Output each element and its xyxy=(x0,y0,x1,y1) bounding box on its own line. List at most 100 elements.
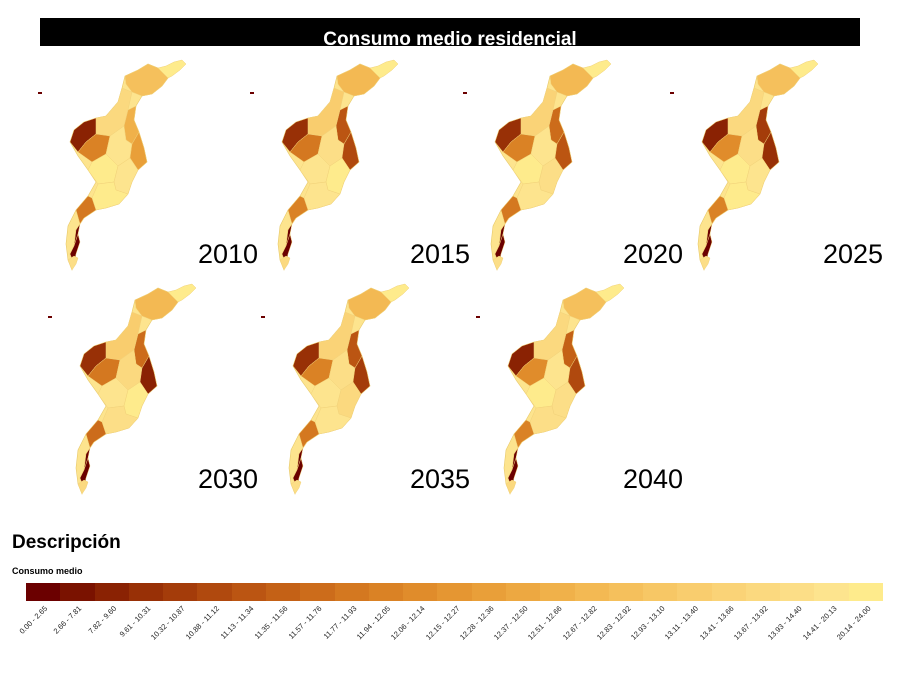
map-islet xyxy=(463,92,467,94)
map-region xyxy=(290,479,302,495)
map-panel-2020 xyxy=(463,58,680,273)
legend-class-label: 11.57 - 11.76 xyxy=(286,604,324,641)
legend-swatch xyxy=(300,583,335,601)
map-islet xyxy=(38,92,42,94)
map-region xyxy=(789,59,819,79)
legend-class-label: 11.35 - 11.56 xyxy=(252,604,290,641)
map-islet xyxy=(48,316,52,318)
legend-swatch xyxy=(471,583,506,601)
year-label-2020: 2020 xyxy=(623,239,684,269)
map-panel-2040 xyxy=(476,282,693,497)
choropleth-map xyxy=(48,283,197,495)
legend-swatch xyxy=(711,583,746,601)
legend-swatch xyxy=(368,583,404,601)
legend-class-label: 12.51 - 12.66 xyxy=(526,604,564,642)
year-label-2035: 2035 xyxy=(410,464,471,494)
map-region xyxy=(369,59,399,79)
year-label-2040: 2040 xyxy=(623,464,684,494)
legend-swatch xyxy=(608,583,644,601)
legend-swatch xyxy=(334,583,369,601)
legend-swatch xyxy=(814,583,849,601)
map-region xyxy=(134,287,179,321)
map-region xyxy=(595,283,625,303)
legend-class-label: 20.14 - 24.00 xyxy=(834,604,873,642)
map-region xyxy=(492,255,504,271)
year-label-2010: 2010 xyxy=(198,239,259,269)
legend-class-label: 12.67 - 12.82 xyxy=(560,604,599,642)
map-panel-2035 xyxy=(261,282,478,497)
legend-class-label: 2.66 - 7.81 xyxy=(51,604,84,636)
legend-swatch xyxy=(128,583,164,601)
year-label-2015: 2015 xyxy=(410,239,471,269)
legend-swatch xyxy=(505,583,541,601)
map-region xyxy=(67,255,79,271)
legend-swatch xyxy=(745,583,781,601)
legend-class-label: 12.93 - 13.10 xyxy=(629,604,667,642)
legend-class-label: 13.41 - 13.66 xyxy=(697,604,736,642)
legend-swatch xyxy=(780,583,815,601)
legend-class-label: 12.83 - 12.92 xyxy=(594,604,633,642)
legend-swatch xyxy=(197,583,232,601)
map-region xyxy=(511,441,523,471)
map-region xyxy=(380,283,410,303)
choropleth-map xyxy=(38,59,187,271)
choropleth-map xyxy=(250,59,399,271)
legend-class-labels: 0.00 - 2.65 2.66 - 7.81 7.82 - 9.60 9.61 - … xyxy=(18,604,883,664)
legend-swatch xyxy=(163,583,198,601)
map-region xyxy=(562,287,607,321)
map-region xyxy=(296,441,308,471)
map-islet xyxy=(250,92,254,94)
legend-class-label: 12.28 - 12.36 xyxy=(457,604,496,642)
legend-swatch xyxy=(437,583,472,601)
map-region xyxy=(549,63,594,97)
legend-swatch xyxy=(677,583,712,601)
legend-color-bar xyxy=(26,583,884,601)
map-panel-2025 xyxy=(670,58,887,273)
legend-class-label: 11.94 - 12.05 xyxy=(354,604,392,642)
map-region xyxy=(705,217,717,247)
legend-class-label: 13.93 - 14.40 xyxy=(766,604,804,642)
map-panel-2010 xyxy=(38,58,255,273)
legend-class-label: 12.37 - 12.50 xyxy=(491,604,530,642)
map-title: Consumo medio residencial xyxy=(40,18,860,49)
year-label-2025: 2025 xyxy=(823,239,884,269)
legend-swatch xyxy=(643,583,678,601)
map-region xyxy=(279,255,291,271)
map-islet xyxy=(261,316,265,318)
legend-class-label: 12.06 - 12.14 xyxy=(389,604,427,642)
legend-class-label: 14.41 - 20.13 xyxy=(800,604,839,642)
legend-class-label: 7.82 - 9.60 xyxy=(86,604,118,636)
map-region xyxy=(124,63,169,97)
legend-swatch xyxy=(540,583,575,601)
legend-swatch xyxy=(574,583,609,601)
legend-class-label: 10.32 - 10.87 xyxy=(149,604,187,642)
map-region xyxy=(73,217,85,247)
legend-heading: Descripción xyxy=(12,532,121,553)
map-region xyxy=(167,283,197,303)
legend-swatch xyxy=(265,583,301,601)
choropleth-map xyxy=(463,59,612,271)
choropleth-map xyxy=(476,283,625,495)
legend-swatch xyxy=(60,583,95,601)
legend-class-label: 12.15 - 12.27 xyxy=(423,604,462,642)
legend-class-label: 9.61 - 10.31 xyxy=(117,604,153,639)
year-label-2030: 2030 xyxy=(198,464,259,494)
map-region xyxy=(699,255,711,271)
legend-class-label: 11.13 - 11.34 xyxy=(218,604,256,641)
legend-class-label: 13.11 - 13.40 xyxy=(663,604,701,642)
legend-subtitle: Consumo medio xyxy=(12,566,83,576)
choropleth-map xyxy=(261,283,410,495)
map-region xyxy=(157,59,187,79)
map-region xyxy=(505,479,517,495)
map-region xyxy=(77,479,89,495)
legend-class-label: 10.88 - 11.12 xyxy=(183,604,221,642)
legend-swatch xyxy=(231,583,266,601)
choropleth-map xyxy=(670,59,819,271)
map-islet xyxy=(476,316,480,318)
map-region xyxy=(756,63,801,97)
legend-swatch xyxy=(848,583,884,601)
legend-swatch xyxy=(94,583,129,601)
map-region xyxy=(336,63,381,97)
legend-class-label: 0.00 - 2.65 xyxy=(17,604,50,636)
map-region xyxy=(582,59,612,79)
